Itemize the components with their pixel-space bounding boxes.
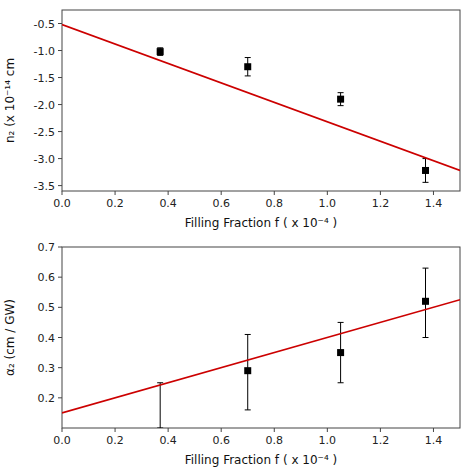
x-tick-label: 1.4	[425, 434, 443, 447]
x-tick	[62, 428, 63, 432]
x-tick-label: 1.4	[425, 197, 443, 210]
plot-area	[62, 268, 460, 428]
y-tick-label: -0.5	[34, 18, 55, 31]
x-tick	[327, 428, 328, 432]
plot-frame	[62, 247, 460, 428]
error-bar	[338, 322, 344, 382]
y-axis-label: n₂ (x 10⁻¹⁴ cm	[3, 58, 17, 143]
plot-area	[62, 25, 460, 183]
y-tick	[58, 104, 62, 105]
x-tick	[168, 191, 169, 195]
data-point	[337, 96, 344, 103]
x-tick	[274, 428, 275, 432]
y-tick-label: -2.5	[34, 126, 55, 139]
y-tick	[58, 131, 62, 132]
x-tick	[115, 428, 116, 432]
x-tick	[327, 191, 328, 195]
x-tick-label: 0.6	[212, 434, 230, 447]
y-tick	[58, 185, 62, 186]
data-point	[157, 48, 164, 55]
x-tick-label: 1.0	[319, 434, 337, 447]
y-tick	[58, 277, 62, 278]
y-tick	[58, 397, 62, 398]
error-bar	[157, 48, 163, 56]
data-point	[337, 349, 344, 356]
fit-line	[62, 25, 460, 171]
y-tick-label: 0.3	[38, 362, 56, 375]
x-tick	[168, 428, 169, 432]
error-bar	[423, 268, 429, 337]
data-point	[422, 298, 429, 305]
x-tick-label: 0.8	[266, 434, 284, 447]
y-tick	[58, 23, 62, 24]
data-point	[244, 367, 251, 374]
y-tick-label: -1.5	[34, 72, 55, 85]
x-tick-label: 0.2	[106, 197, 124, 210]
x-tick	[433, 428, 434, 432]
x-tick-label: 0.0	[53, 197, 71, 210]
x-tick-label: 0.8	[266, 197, 284, 210]
y-tick-label: -1.0	[34, 45, 55, 58]
x-tick	[380, 191, 381, 195]
y-tick	[58, 158, 62, 159]
error-bar	[338, 93, 344, 106]
y-tick-label: 0.7	[38, 241, 56, 254]
panel: 0.0 0.2 0.4 0.6 0.8 1.0 1.2 1.4 0.2 0.3 0.4 0.5 0.6 0…	[3, 241, 460, 467]
x-tick	[433, 191, 434, 195]
y-tick-label: 0.6	[38, 271, 56, 284]
x-axis-label: Filling Fraction f ( x 10⁻⁴ )	[185, 453, 337, 467]
y-axis-label: α₂ (cm / GW)	[3, 299, 17, 376]
data-point	[422, 167, 429, 174]
plot-frame	[62, 10, 460, 191]
error-bar	[157, 383, 163, 428]
x-tick	[221, 428, 222, 432]
data-point	[244, 63, 251, 70]
x-tick-label: 0.0	[53, 434, 71, 447]
y-tick	[58, 247, 62, 248]
error-bar	[423, 159, 429, 183]
y-tick-label: 0.4	[38, 332, 56, 345]
y-tick-label: -2.0	[34, 99, 55, 112]
error-bar	[245, 58, 251, 76]
x-tick-label: 0.4	[159, 197, 177, 210]
x-tick-label: 0.6	[212, 197, 230, 210]
y-tick-label: -3.5	[34, 180, 55, 193]
x-tick-label: 1.2	[372, 434, 390, 447]
y-tick	[58, 367, 62, 368]
x-tick	[380, 428, 381, 432]
error-bar	[245, 334, 251, 409]
y-tick-label: -3.0	[34, 153, 55, 166]
y-tick	[58, 307, 62, 308]
x-tick	[62, 191, 63, 195]
y-tick-label: 0.5	[38, 301, 56, 314]
x-tick-label: 1.0	[319, 197, 337, 210]
chart-canvas: 0.0 0.2 0.4 0.6 0.8 1.0 1.2 1.4 -3.5 -3.0 -2.5 -2.0…	[0, 0, 474, 474]
fit-line	[62, 300, 460, 413]
x-axis-label: Filling Fraction f ( x 10⁻⁴ )	[185, 216, 337, 230]
panel: 0.0 0.2 0.4 0.6 0.8 1.0 1.2 1.4 -3.5 -3.0 -2.5 -2.0…	[3, 10, 460, 230]
y-tick	[58, 77, 62, 78]
y-tick	[58, 50, 62, 51]
x-tick	[274, 191, 275, 195]
x-tick	[221, 191, 222, 195]
y-tick-label: 0.2	[38, 392, 56, 405]
y-tick	[58, 337, 62, 338]
x-tick-label: 1.2	[372, 197, 390, 210]
x-tick-label: 0.2	[106, 434, 124, 447]
x-tick-label: 0.4	[159, 434, 177, 447]
x-tick	[115, 191, 116, 195]
